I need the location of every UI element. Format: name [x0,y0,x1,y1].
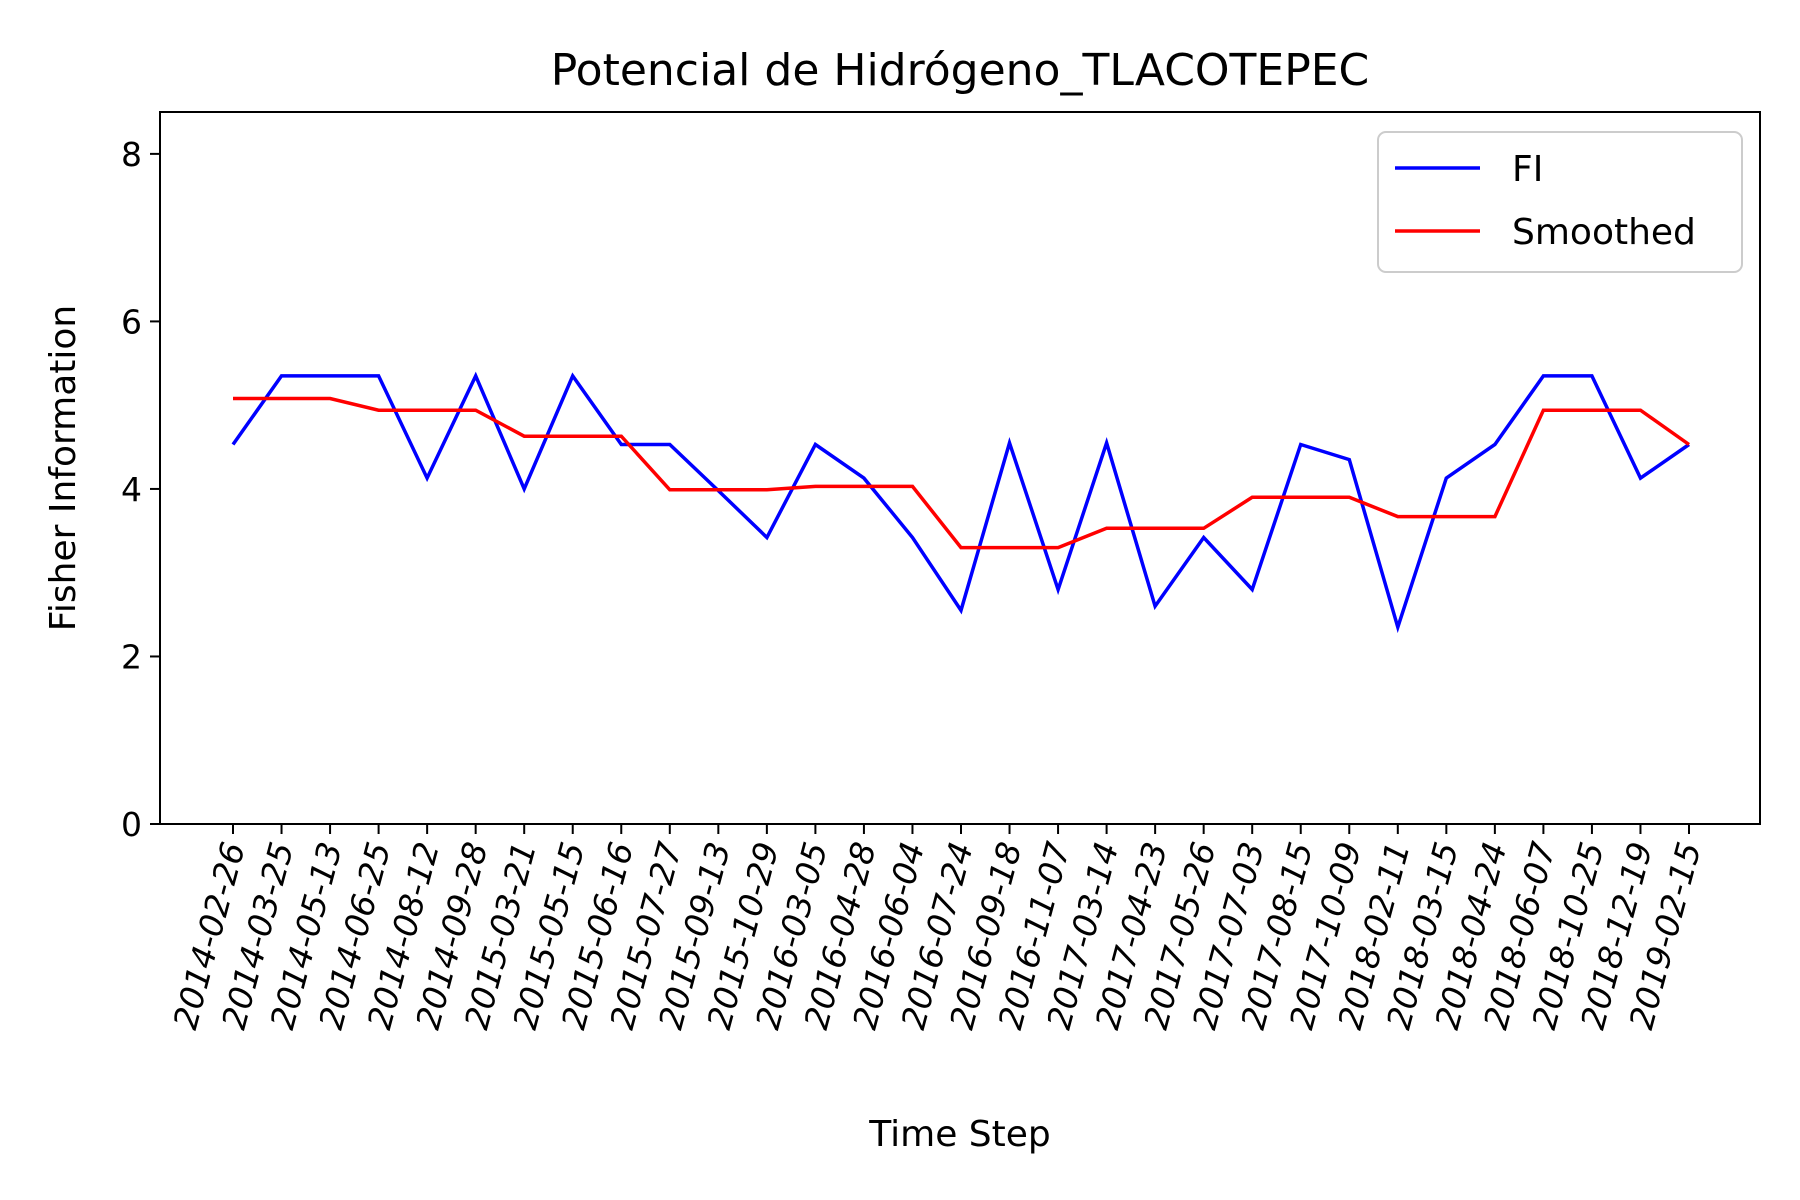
x-axis-label: Time Step [868,1114,1051,1155]
y-tick-label: 8 [121,135,142,174]
y-tick-label: 2 [121,637,142,676]
y-tick-label: 6 [121,302,142,341]
series-line-smoothed [233,396,1691,550]
legend: FI Smoothed [1377,131,1743,273]
y-tick-label: 4 [121,470,142,509]
y-axis: 0 2 4 6 8 [121,135,160,844]
series-line-fi [231,371,1690,634]
chart-title: Potencial de Hidrógeno_TLACOTEPEC [551,45,1370,96]
legend-label: Smoothed [1512,212,1696,253]
y-axis-label: Fisher Information [43,305,84,631]
y-tick-label: 0 [121,805,142,844]
plot-area [231,371,1691,634]
x-axis: 2014-02-262014-03-252014-05-132014-06-25… [165,824,1709,1033]
legend-label: FI [1512,149,1543,190]
